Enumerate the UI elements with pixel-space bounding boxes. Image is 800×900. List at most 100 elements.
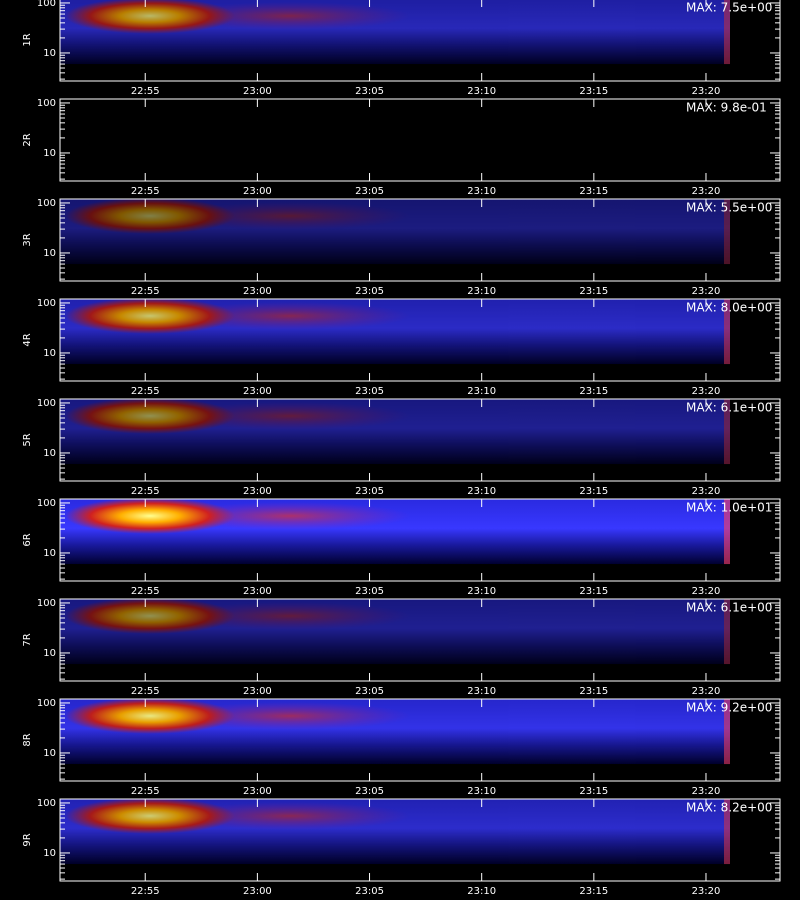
emission-tail [170,401,410,430]
spectrogram-image [60,699,730,765]
y-tick-label: 10 [43,148,56,159]
y-axis-label: 1R [22,33,33,46]
y-axis-label: 4R [22,333,33,346]
x-tick-label: 23:00 [243,286,272,297]
y-tick-label: 100 [37,798,56,809]
emission-tail [170,301,410,330]
x-tick-label: 23:15 [579,786,608,797]
x-tick-label: 23:20 [692,886,721,897]
x-tick-label: 23:15 [579,686,608,697]
x-tick-label: 23:10 [467,386,496,397]
y-tick-label: 100 [37,298,56,309]
x-tick-label: 22:55 [131,786,160,797]
x-tick-label: 22:55 [131,686,160,697]
emission-core [65,499,235,534]
plot-frame [59,298,781,382]
x-tick-label: 23:15 [579,86,608,97]
x-tick-label: 23:20 [692,186,721,197]
x-tick-label: 23:15 [579,486,608,497]
edge-band [724,599,730,665]
panel: 10 100 22:55 23:00 23:05 23:10 23:15 23:20 7R MAX… [22,598,781,697]
x-tick-label: 23:20 [692,686,721,697]
y-tick-label: 100 [37,98,56,109]
panel: 10 100 22:55 23:00 23:05 23:10 23:15 23:20 8R MAX… [22,698,781,797]
x-tick-label: 23:05 [355,686,384,697]
y-axis-label: 9R [22,833,33,846]
edge-band [724,0,730,65]
x-tick-label: 23:05 [355,286,384,297]
y-tick-label: 100 [37,398,56,409]
x-tick-label: 23:05 [355,586,384,597]
panel: 10 100 22:55 23:00 23:05 23:10 23:15 23:20 6R MAX… [22,498,781,597]
x-tick-label: 23:10 [467,186,496,197]
panel: 10 100 22:55 23:00 23:05 23:10 23:15 23:20 9R MAX… [22,798,781,897]
spectrogram-image [60,199,730,265]
y-axis-label: 8R [22,733,33,746]
plot-frame [59,698,781,782]
plot-frame [59,0,781,82]
edge-band [724,699,730,765]
x-tick-label: 23:00 [243,886,272,897]
y-tick-label: 10 [43,248,56,259]
spectrogram-image [60,499,730,565]
panel: 10 100 22:55 23:00 23:05 23:10 23:15 23:20 2R MAX… [22,98,781,197]
spectrogram-image [60,599,730,665]
max-label: MAX: 6.1e+00 [686,401,772,415]
emission-tail [170,801,410,830]
y-tick-label: 10 [43,748,56,759]
emission-core [65,98,235,134]
max-label: MAX: 1.0e+01 [686,501,772,515]
emission-tail [170,501,410,530]
edge-band [724,399,730,465]
plot-frame [59,498,781,582]
max-label: MAX: 5.5e+00 [686,201,772,215]
y-axis-label: 7R [22,633,33,646]
max-label: MAX: 6.1e+00 [686,601,772,615]
plot-frame [59,198,781,282]
max-label: MAX: 8.2e+00 [686,801,772,815]
x-tick-label: 23:00 [243,186,272,197]
panel: 10 100 22:55 23:00 23:05 23:10 23:15 23:20 1R MAX… [22,0,781,97]
x-tick-label: 22:55 [131,286,160,297]
emission-core [65,299,235,334]
y-tick-label: 10 [43,548,56,559]
x-tick-label: 23:05 [355,486,384,497]
spectrogram-image [60,399,730,465]
max-label: MAX: 9.8e-01 [686,101,767,115]
emission-tail [170,601,410,630]
emission-tail [170,1,410,30]
x-tick-label: 23:10 [467,686,496,697]
emission-tail [170,701,410,730]
x-tick-label: 22:55 [131,586,160,597]
x-tick-label: 23:20 [692,86,721,97]
x-tick-label: 23:20 [692,286,721,297]
emission-core [65,0,235,34]
spectrogram-image [60,299,730,365]
x-tick-label: 23:15 [579,186,608,197]
x-tick-label: 23:10 [467,586,496,597]
x-tick-label: 23:00 [243,486,272,497]
y-tick-label: 10 [43,648,56,659]
x-tick-label: 23:10 [467,486,496,497]
spectrogram-image [60,799,730,865]
emission-core [65,699,235,734]
x-tick-label: 23:10 [467,786,496,797]
x-tick-label: 23:05 [355,886,384,897]
x-tick-label: 23:20 [692,786,721,797]
y-axis-label: 6R [22,533,33,546]
y-tick-label: 10 [43,448,56,459]
emission-core [65,599,235,634]
x-tick-label: 22:55 [131,186,160,197]
x-tick-label: 23:15 [579,286,608,297]
y-axis-label: 5R [22,433,33,446]
y-axis-label: 2R [22,133,33,146]
x-tick-label: 22:55 [131,386,160,397]
x-tick-label: 23:15 [579,886,608,897]
emission-core [65,199,235,234]
max-label: MAX: 7.5e+00 [686,1,772,15]
x-tick-label: 23:05 [355,186,384,197]
spectrogram-image [60,0,730,65]
x-tick-label: 23:10 [467,86,496,97]
